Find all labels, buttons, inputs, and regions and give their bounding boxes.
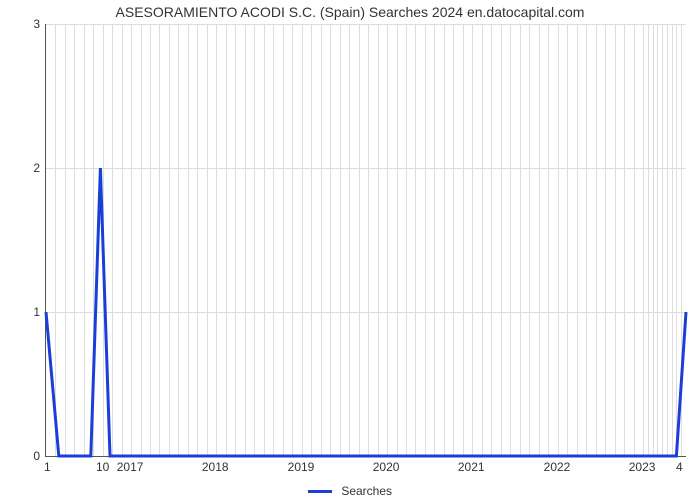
series-line [46, 24, 686, 456]
x-year-label: 2022 [544, 460, 571, 474]
legend-swatch [308, 490, 332, 493]
x-edge-left: 1 [44, 460, 51, 474]
plot-area [45, 24, 686, 457]
y-tick-1: 1 [33, 305, 40, 319]
chart-container: ASESORAMIENTO ACODI S.C. (Spain) Searche… [0, 0, 700, 500]
x-edge-right: 4 [676, 460, 683, 474]
y-tick-2: 2 [33, 161, 40, 175]
x-year-label: 2021 [458, 460, 485, 474]
chart-title: ASESORAMIENTO ACODI S.C. (Spain) Searche… [0, 4, 700, 20]
x-year-label: 2019 [288, 460, 315, 474]
x-year-label: 2018 [202, 460, 229, 474]
x-year-label: 2020 [373, 460, 400, 474]
x-year-label: 2023 [629, 460, 656, 474]
legend-label: Searches [341, 484, 392, 498]
x-year-label: 2017 [117, 460, 144, 474]
y-tick-3: 3 [33, 17, 40, 31]
y-tick-0: 0 [33, 449, 40, 463]
legend: Searches [0, 484, 700, 498]
x-edge-mid: 10 [96, 460, 109, 474]
